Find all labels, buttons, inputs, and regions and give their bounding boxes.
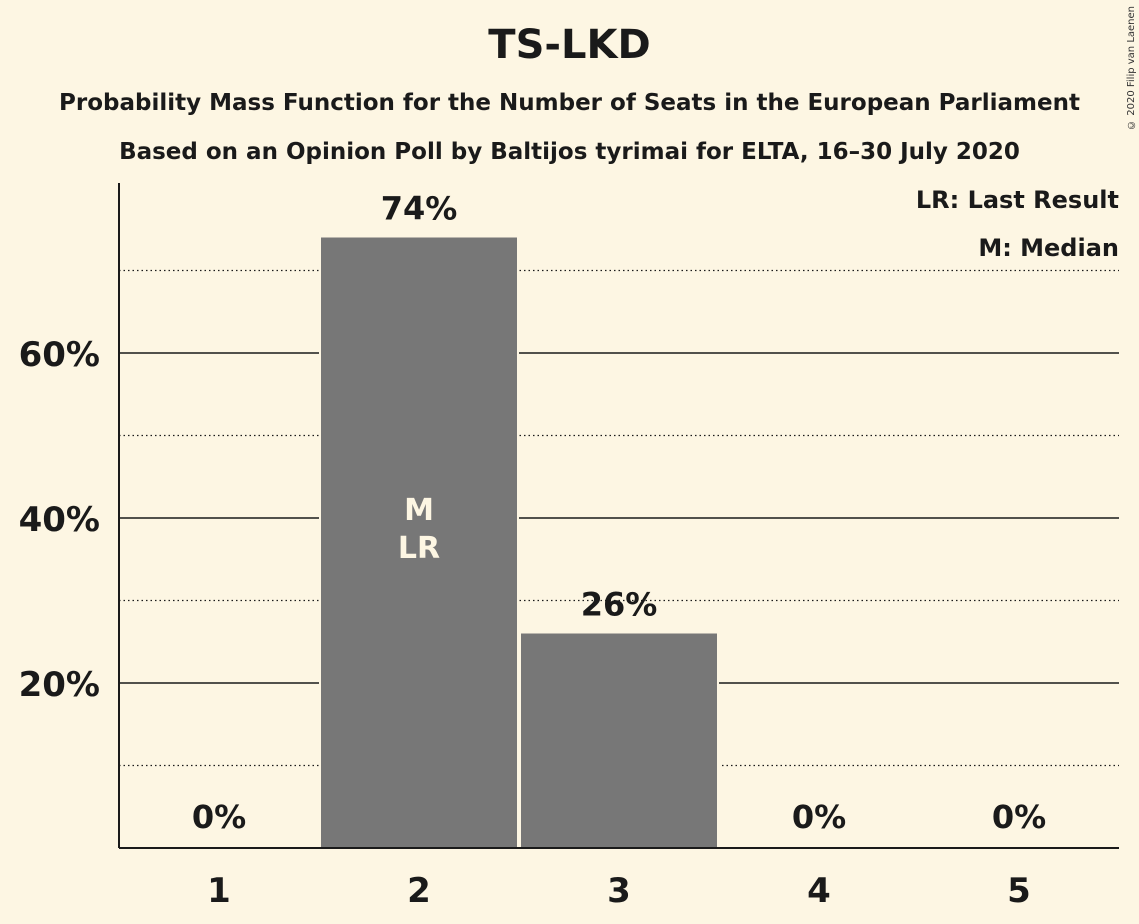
bar-value-label: 0% [192, 798, 246, 836]
chart-title: TS-LKD [488, 22, 651, 68]
y-tick-label: 60% [19, 335, 100, 375]
legend-median: M: Median [978, 234, 1119, 262]
bar [321, 237, 517, 848]
y-tick-label: 40% [19, 500, 100, 540]
x-tick-label: 2 [407, 871, 431, 911]
x-tick-label: 5 [1007, 871, 1031, 911]
chart-subtitle-source: Based on an Opinion Poll by Baltijos tyr… [119, 139, 1020, 165]
bar-value-label: 26% [581, 586, 658, 624]
y-tick-label: 20% [19, 665, 100, 705]
bar-marker-label: M [404, 493, 434, 528]
bar-value-label: 0% [992, 798, 1046, 836]
legend-last-result: LR: Last Result [915, 186, 1119, 214]
bar-marker-label: LR [398, 531, 440, 566]
bar-value-label: 0% [792, 798, 846, 836]
bar [521, 633, 717, 848]
x-tick-label: 3 [607, 871, 631, 911]
x-tick-label: 1 [207, 871, 231, 911]
bar-value-label: 74% [381, 190, 458, 228]
chart-subtitle: Probability Mass Function for the Number… [59, 90, 1080, 116]
x-tick-label: 4 [807, 871, 831, 911]
